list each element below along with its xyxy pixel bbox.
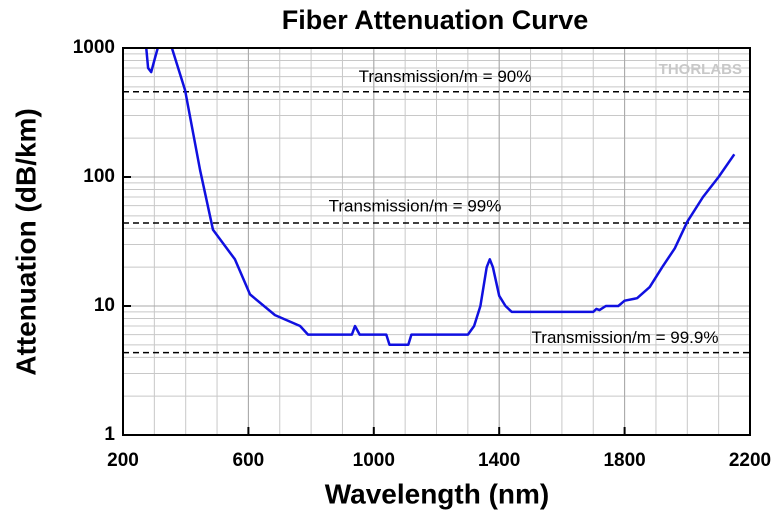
y-tick-label: 100 bbox=[83, 166, 115, 187]
x-axis-label: Wavelength (nm) bbox=[325, 478, 550, 509]
plot-area bbox=[145, 48, 736, 347]
x-tick-label: 1800 bbox=[603, 450, 645, 471]
x-tick-label: 1400 bbox=[478, 450, 520, 471]
y-axis-label: Attenuation (dB/km) bbox=[10, 108, 41, 376]
reference-label: Transmission/m = 99.9% bbox=[532, 328, 719, 347]
x-tick-label: 200 bbox=[107, 450, 139, 471]
y-tick-label: 10 bbox=[94, 295, 115, 316]
reference-label: Transmission/m = 99% bbox=[329, 196, 502, 215]
reference-label: Transmission/m = 90% bbox=[359, 67, 532, 86]
y-tick-label: 1 bbox=[104, 424, 115, 445]
chart-title: Fiber Attenuation Curve bbox=[282, 5, 589, 35]
y-tick-label: 1000 bbox=[73, 37, 115, 58]
watermark: THORLABS bbox=[659, 61, 742, 78]
plot-frame bbox=[122, 47, 751, 436]
data-line bbox=[145, 48, 736, 347]
x-tick-label: 2200 bbox=[729, 450, 771, 471]
x-tick-label: 1000 bbox=[353, 450, 395, 471]
x-tick-label: 600 bbox=[233, 450, 265, 471]
